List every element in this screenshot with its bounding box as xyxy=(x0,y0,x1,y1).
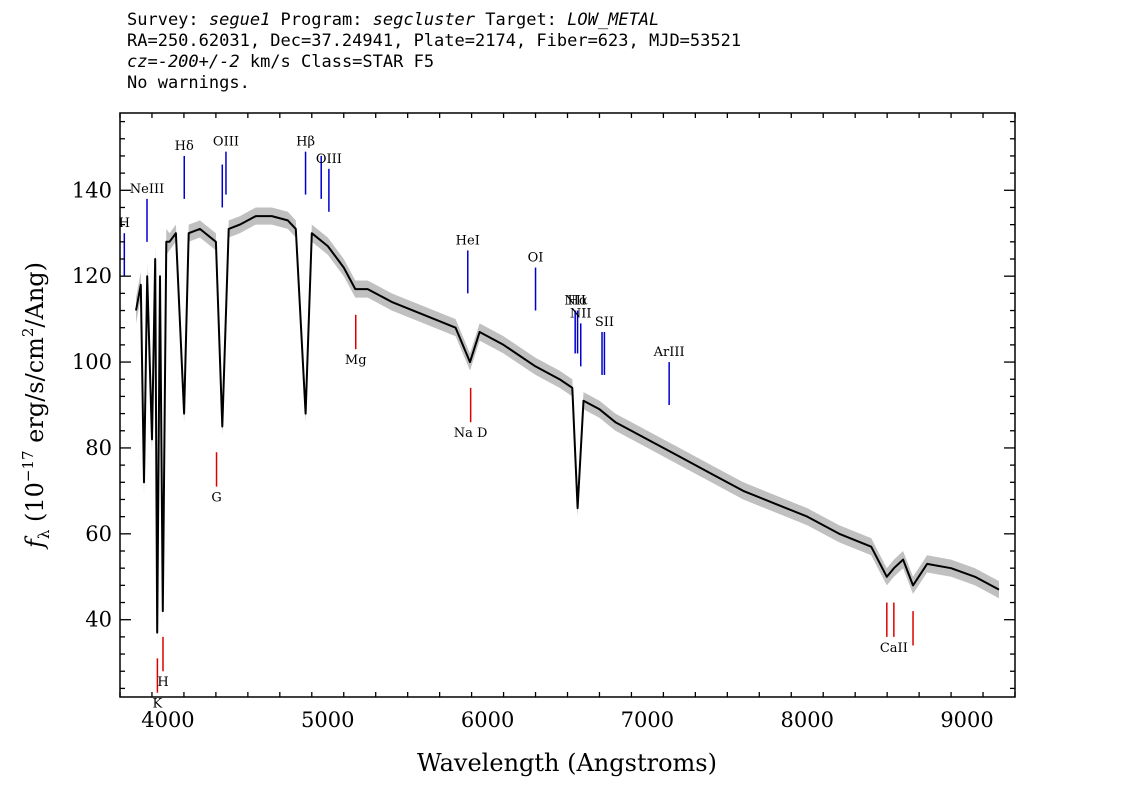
y-tick-label: 120 xyxy=(72,264,112,288)
emission-line-label: NII xyxy=(564,294,586,309)
y-tick-label: 100 xyxy=(72,350,112,374)
spectrum-series xyxy=(135,215,1000,634)
x-axis-label: Wavelength (Angstroms) xyxy=(417,749,717,777)
absorption-line-label: CaII xyxy=(880,641,908,656)
spectrum-line xyxy=(135,215,1000,634)
absorption-line-label: H xyxy=(157,675,168,690)
spectrum-header: Survey: segue1 Program: segcluster Targe… xyxy=(127,10,741,94)
header-line-4: No warnings. xyxy=(127,73,250,93)
emission-line-label: H xyxy=(119,216,130,231)
emission-line-label: OIII xyxy=(316,152,342,167)
redshift-value: cz=-200+/-2 xyxy=(127,52,240,72)
x-tick-label: 6000 xyxy=(461,708,514,732)
absorption-line-label: Mg xyxy=(345,353,367,368)
x-tick-label: 7000 xyxy=(621,708,674,732)
y-tick-label: 40 xyxy=(85,608,112,632)
emission-line-label: OI xyxy=(528,251,544,266)
target-label: Target: xyxy=(475,10,568,30)
program-value: segcluster xyxy=(372,10,476,30)
emission-line-label: ArIII xyxy=(653,345,685,360)
emission-line-label: NeIII xyxy=(130,182,164,197)
plot-frame xyxy=(119,112,1016,698)
target-value: LOW_METAL xyxy=(567,10,660,30)
emission-line-label: OIII xyxy=(213,135,239,150)
emission-line-label: SII xyxy=(595,315,614,330)
y-tick-label: 60 xyxy=(85,522,112,546)
x-tick-label: 4000 xyxy=(141,708,194,732)
survey-value: segue1 xyxy=(208,10,271,30)
survey-label: Survey: xyxy=(127,10,209,30)
x-tick-label: 8000 xyxy=(781,708,834,732)
emission-line-label: NII xyxy=(570,306,592,321)
axis-ticks: 4000 5000 6000 7000 8000 9000 40 60 80 100 120 140 xyxy=(72,113,1016,732)
x-tick-label: 5000 xyxy=(301,708,354,732)
header-line-1: Survey: segue1 Program: segcluster Targe… xyxy=(127,10,741,31)
emission-line-label: Hδ xyxy=(175,139,194,154)
absorption-line-label: G xyxy=(211,491,221,506)
y-axis-label: fλ (10−17 erg/s/cm2/Ang) xyxy=(19,262,53,550)
emission-line-label: HeI xyxy=(456,233,480,248)
emission-line-label: Hα xyxy=(568,294,588,309)
program-label: Program: xyxy=(270,10,373,30)
emission-line-label: Hβ xyxy=(296,135,315,150)
x-tick-label: 9000 xyxy=(940,708,993,732)
class-value: km/s Class=STAR F5 xyxy=(239,52,435,72)
y-tick-label: 140 xyxy=(72,178,112,202)
error-band xyxy=(136,207,999,646)
absorption-line-label: Na D xyxy=(454,426,488,441)
y-tick-label: 80 xyxy=(85,436,112,460)
flux-error-band xyxy=(136,207,999,646)
header-line-3: cz=-200+/-2 km/s Class=STAR F5 xyxy=(127,52,741,73)
absorption-line-label: K xyxy=(153,697,163,712)
header-line-2: RA=250.62031, Dec=37.24941, Plate=2174, … xyxy=(127,31,742,51)
